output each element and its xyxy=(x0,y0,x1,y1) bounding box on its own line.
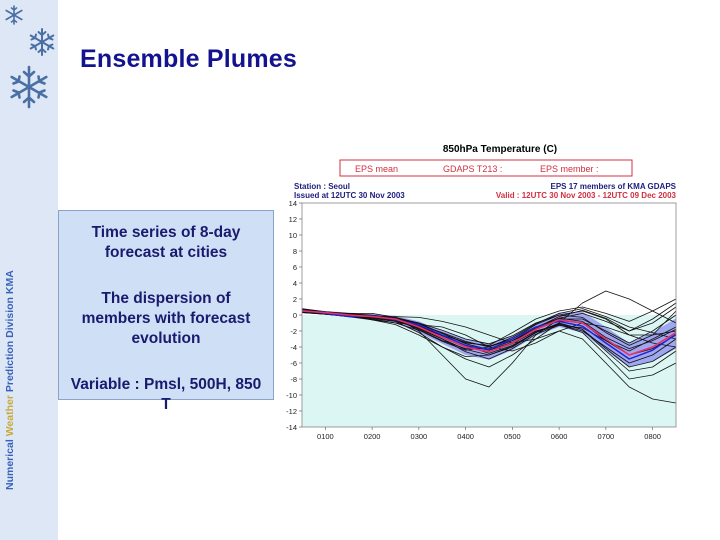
plot-area-above-zero xyxy=(302,203,676,315)
legend-entry-eps-mean: EPS mean xyxy=(355,164,398,174)
y-tick-label: 4 xyxy=(293,279,297,288)
snowflake-icon xyxy=(29,28,55,56)
bullet-item: Variable : Pmsl, 500H, 850 T xyxy=(70,376,262,413)
series-line-eps-mean xyxy=(301,310,677,356)
series-line-member xyxy=(301,309,677,388)
x-tick-label: 0600 xyxy=(551,432,568,441)
bullet-box: Time series of 8-day forecast at cities … xyxy=(58,210,274,413)
series-line-member xyxy=(301,311,677,352)
x-tick-label: 0300 xyxy=(411,432,428,441)
series-line-member xyxy=(301,309,677,372)
x-tick-label: 0500 xyxy=(504,432,521,441)
bullet-item: The dispersion of members with forecast … xyxy=(81,290,251,347)
legend-box xyxy=(339,159,633,177)
x-tick-label: 0700 xyxy=(598,432,615,441)
station-label: Station : Seoul xyxy=(294,182,350,191)
chart-title: 850hPa Temperature (C) xyxy=(443,144,557,155)
y-tick-label: 0 xyxy=(293,311,297,320)
bullet-item: Time series of 8-day forecast at cities xyxy=(91,224,241,261)
series-line-member xyxy=(301,308,677,404)
x-tick-label: 0100 xyxy=(317,432,334,441)
valid-label: Valid : 12UTC 30 Nov 2003 - 12UTC 09 Dec… xyxy=(496,191,677,200)
y-tick-label: 8 xyxy=(293,247,297,256)
x-tick-label: 0400 xyxy=(457,432,474,441)
snowflake-icon xyxy=(5,5,23,25)
legend-entry-gdaps: GDAPS T213 : xyxy=(443,164,502,174)
x-tick-label: 0200 xyxy=(364,432,381,441)
legend-entry-member: EPS member : xyxy=(540,164,599,174)
issued-label: Issued at 12UTC 30 Nov 2003 xyxy=(294,191,405,200)
y-tick-label: -12 xyxy=(286,407,297,416)
sidebar-band: Numerical Weather Prediction Division KM… xyxy=(0,0,58,540)
sidebar-caption: Numerical Weather Prediction Division KM… xyxy=(4,270,16,490)
members-label: EPS 17 members of KMA GDAPS xyxy=(550,182,676,191)
series-line-member xyxy=(301,309,677,380)
y-tick-label: 12 xyxy=(289,215,297,224)
y-tick-label: 6 xyxy=(293,263,297,272)
ensemble-plume-chart: 850hPa Temperature (C) EPS mean GDAPS T2… xyxy=(286,144,677,441)
y-tick-label: 14 xyxy=(289,199,297,208)
page-title: Ensemble Plumes xyxy=(80,45,297,73)
y-tick-label: -8 xyxy=(290,375,297,384)
y-tick-label: 10 xyxy=(289,231,297,240)
y-tick-label: -2 xyxy=(290,327,297,336)
y-tick-label: -4 xyxy=(290,343,297,352)
x-tick-label: 0800 xyxy=(644,432,661,441)
y-tick-label: -14 xyxy=(286,423,297,432)
snowflake-icon xyxy=(10,65,48,109)
y-tick-label: -6 xyxy=(290,359,297,368)
y-tick-label: -10 xyxy=(286,391,297,400)
y-tick-label: 2 xyxy=(293,295,297,304)
